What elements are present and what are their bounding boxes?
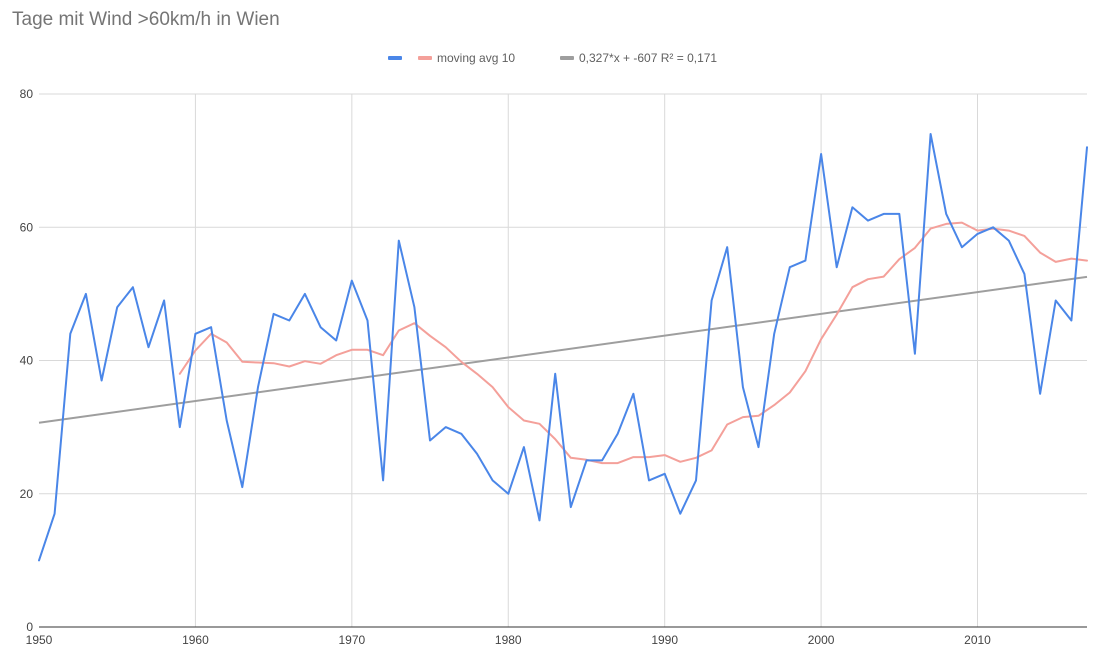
legend-swatch-series — [388, 56, 402, 60]
legend-swatch-trendline — [560, 56, 574, 60]
legend-label-moving-avg: moving avg 10 — [437, 51, 515, 65]
x-tick-label-2000: 2000 — [808, 633, 835, 647]
series-layer — [38, 133, 1088, 562]
x-tick-label-1990: 1990 — [651, 633, 678, 647]
y-tick-label-0: 0 — [26, 620, 33, 634]
chart-title: Tage mit Wind >60km/h in Wien — [12, 9, 280, 30]
y-tick-label-60: 60 — [20, 220, 34, 234]
series-line-moving-avg — [178, 221, 1088, 465]
legend: moving avg 10 0,327*x + -607 R² = 0,171 — [388, 51, 717, 65]
series-line-wind-days — [38, 133, 1088, 562]
x-tick-label-1960: 1960 — [182, 633, 209, 647]
y-tick-label-80: 80 — [20, 87, 34, 101]
legend-swatch-moving-avg — [418, 56, 432, 60]
grid — [39, 93, 1087, 627]
x-tick-label-1970: 1970 — [338, 633, 365, 647]
x-tick-label-2010: 2010 — [964, 633, 991, 647]
y-tick-label-20: 20 — [20, 487, 34, 501]
axis-layer: 0 20 40 60 80 1950 1960 1970 1980 1990 2000 2010 — [20, 87, 1087, 647]
trendline-layer — [38, 275, 1088, 424]
y-tick-label-40: 40 — [20, 354, 34, 368]
x-tick-label-1980: 1980 — [495, 633, 522, 647]
trendline — [38, 275, 1088, 424]
legend-label-trendline: 0,327*x + -607 R² = 0,171 — [579, 51, 717, 65]
x-tick-label-1950: 1950 — [26, 633, 53, 647]
